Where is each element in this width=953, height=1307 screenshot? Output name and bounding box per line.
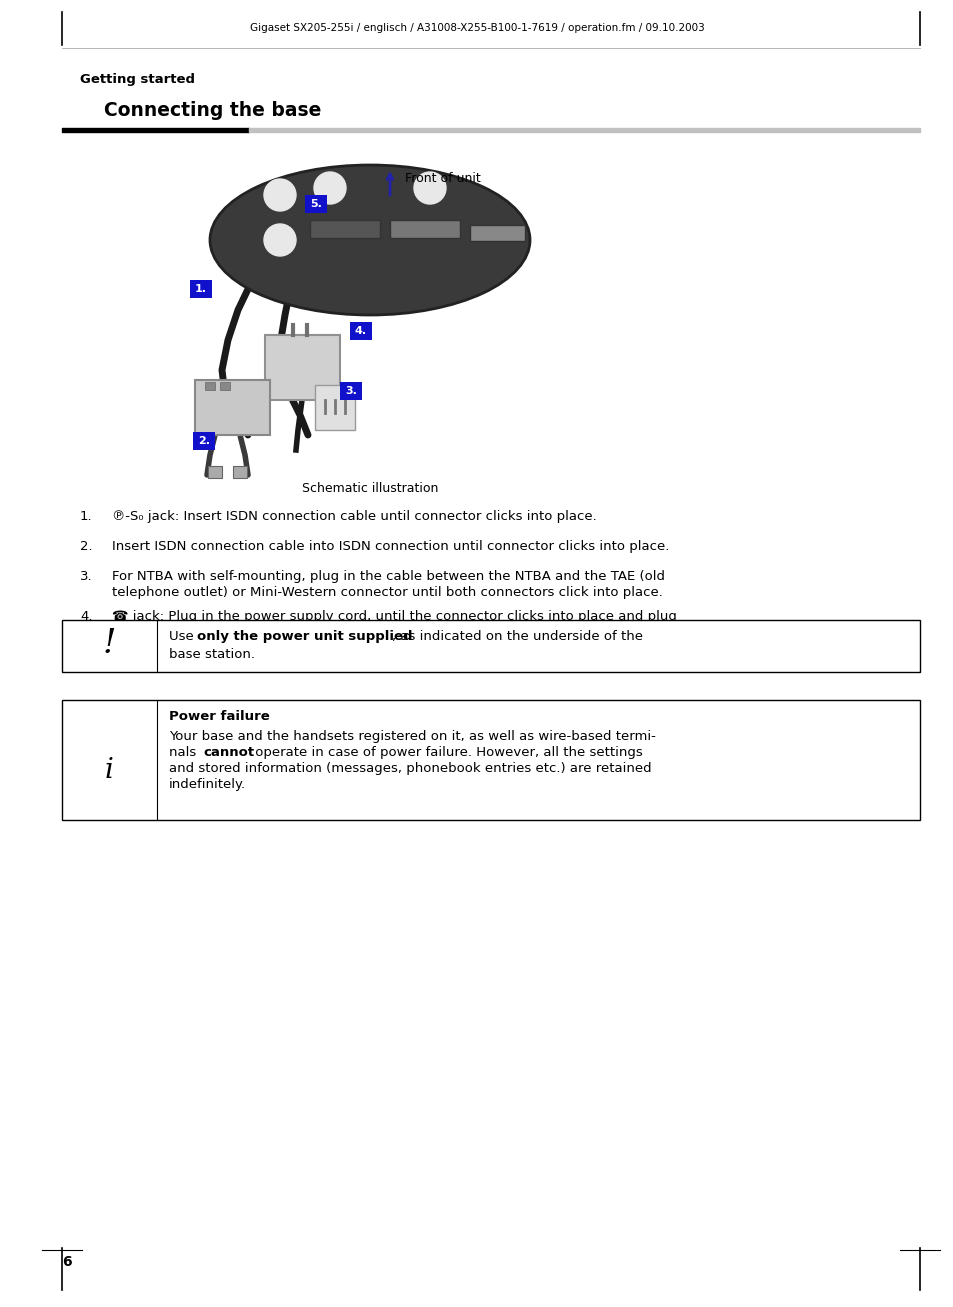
Text: nals: nals	[169, 746, 200, 759]
Text: indefinitely.: indefinitely.	[169, 778, 246, 791]
Text: 3.: 3.	[345, 386, 356, 396]
Circle shape	[314, 173, 346, 204]
Text: Gigaset SX205-255i / englisch / A31008-X255-B100-1-7619 / operation.fm / 09.10.2: Gigaset SX205-255i / englisch / A31008-X…	[250, 24, 703, 33]
Text: and stored information (messages, phonebook entries etc.) are retained: and stored information (messages, phoneb…	[169, 762, 651, 775]
Text: 5.: 5.	[310, 199, 321, 209]
Text: base station.: base station.	[169, 648, 254, 661]
Text: Your base and the handsets registered on it, as well as wire-based termi-: Your base and the handsets registered on…	[169, 731, 656, 742]
Bar	[190, 280, 212, 298]
Text: 6: 6	[62, 1255, 71, 1269]
Bar	[339, 382, 361, 400]
Circle shape	[414, 173, 446, 204]
Bar	[310, 220, 379, 238]
Bar	[390, 220, 459, 238]
Text: !: !	[103, 627, 116, 660]
Bar	[470, 225, 524, 240]
Text: cannot: cannot	[203, 746, 253, 759]
Text: ☎ jack: Plug in the power supply cord, until the connector clicks into place and: ☎ jack: Plug in the power supply cord, u…	[112, 610, 677, 623]
Text: telephone outlet) or Mini-Western connector until both connectors click into pla: telephone outlet) or Mini-Western connec…	[112, 586, 662, 599]
Text: 1.: 1.	[80, 510, 92, 523]
Bar	[350, 322, 372, 340]
Text: 3.: 3.	[80, 570, 92, 583]
Text: Power failure: Power failure	[169, 710, 270, 723]
Text: Front of unit: Front of unit	[405, 171, 480, 184]
Text: i: i	[105, 757, 113, 783]
Text: operate in case of power failure. However, all the settings: operate in case of power failure. Howeve…	[251, 746, 642, 759]
Text: 4.: 4.	[355, 325, 367, 336]
Text: Insert ISDN connection cable into ISDN connection until connector clicks into pl: Insert ISDN connection cable into ISDN c…	[112, 540, 669, 553]
Text: :: :	[262, 710, 266, 723]
Bar	[305, 195, 327, 213]
Text: Schematic illustration: Schematic illustration	[301, 481, 437, 494]
Text: , as indicated on the underside of the: , as indicated on the underside of the	[392, 630, 642, 643]
Bar	[265, 335, 339, 400]
Circle shape	[264, 223, 295, 256]
Text: Use: Use	[169, 630, 198, 643]
Bar	[208, 467, 222, 478]
Text: 2.: 2.	[198, 437, 210, 446]
Text: only the power unit supplied: only the power unit supplied	[196, 630, 412, 643]
Bar	[220, 382, 230, 389]
Bar	[314, 386, 355, 430]
Text: Connecting the base: Connecting the base	[104, 101, 321, 119]
Text: Getting started: Getting started	[80, 73, 194, 86]
Bar	[194, 380, 270, 435]
Text: 2.: 2.	[80, 540, 92, 553]
Bar	[233, 467, 247, 478]
Circle shape	[264, 179, 295, 210]
Bar	[193, 433, 214, 450]
Text: For NTBA with self-mounting, plug in the cable between the NTBA and the TAE (old: For NTBA with self-mounting, plug in the…	[112, 570, 664, 583]
Bar	[62, 701, 919, 819]
Text: ℗-S₀ jack: Insert ISDN connection cable until connector clicks into place.: ℗-S₀ jack: Insert ISDN connection cable …	[112, 510, 597, 523]
Bar	[62, 620, 919, 672]
Ellipse shape	[210, 165, 530, 315]
Text: into the mains outlet.: into the mains outlet.	[112, 626, 255, 639]
Bar	[205, 382, 214, 389]
Text: 1.: 1.	[194, 284, 207, 294]
Text: 4.: 4.	[80, 610, 92, 623]
